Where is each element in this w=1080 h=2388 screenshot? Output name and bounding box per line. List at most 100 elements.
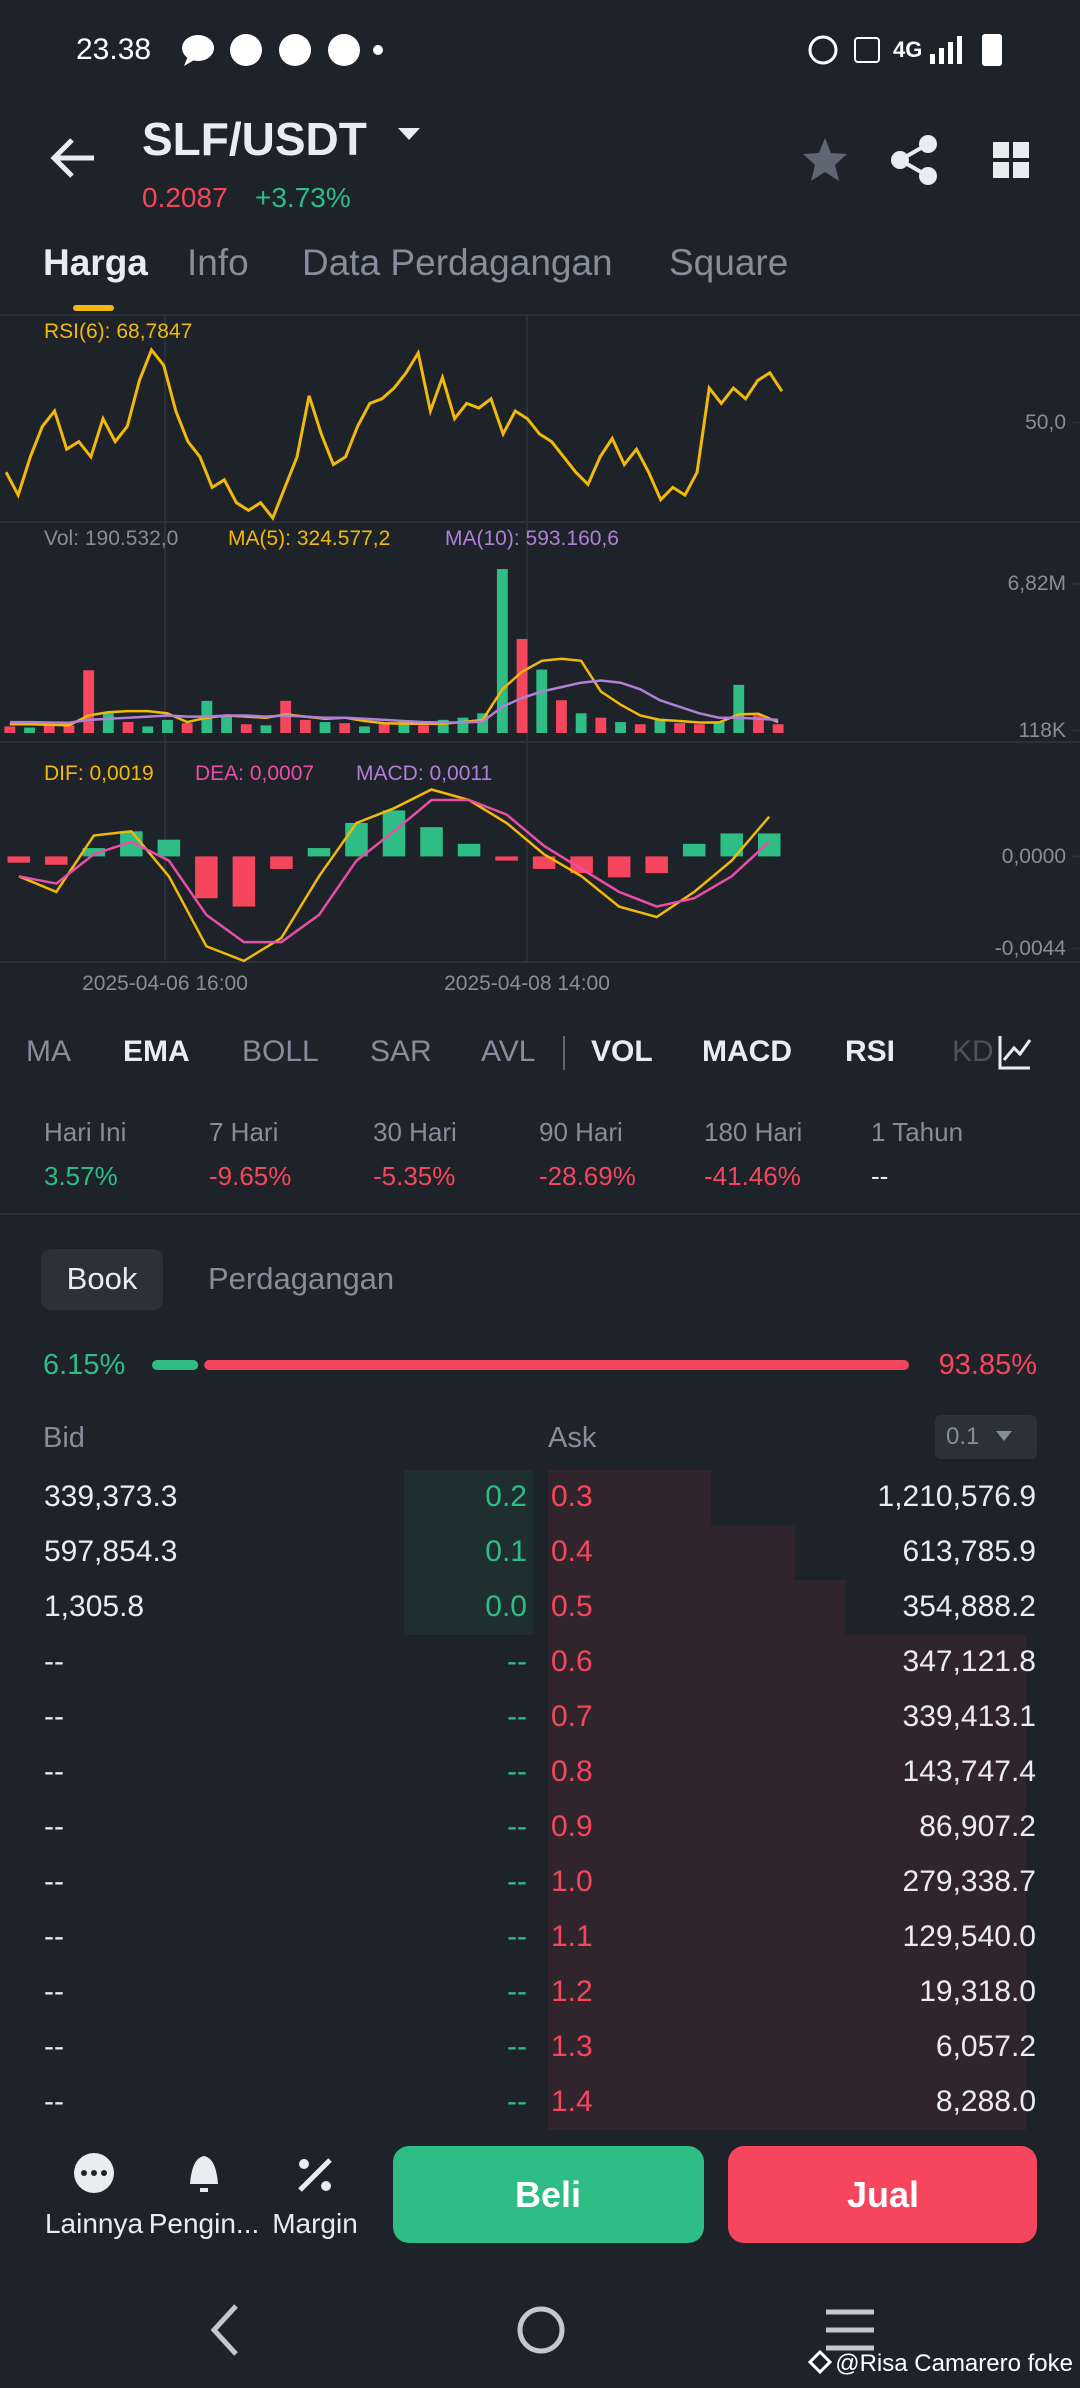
page-tab[interactable]: Square [669, 241, 789, 283]
ask-price: 0.5 [551, 1590, 593, 1623]
bar [570, 856, 593, 874]
bid-quantity: -- [44, 2085, 64, 2118]
pair-dropdown[interactable] [398, 128, 420, 140]
bar [260, 725, 272, 733]
volume-label: MA(5): 324.577,2 [228, 527, 391, 551]
ask-depth [548, 1690, 1026, 1745]
line [4, 346, 784, 521]
ma-line [9, 679, 779, 724]
bid-quantity: -- [44, 1920, 64, 1953]
y-tick-label: 6,82M [1007, 572, 1066, 596]
bar [280, 700, 292, 733]
bar [645, 856, 668, 874]
ask-quantity: 8,288.0 [935, 2085, 1036, 2118]
bar [63, 725, 75, 733]
bar [457, 843, 481, 857]
bar [733, 684, 745, 733]
sell-button[interactable] [728, 2146, 1037, 2243]
ma-line [9, 657, 779, 727]
indicator-tab[interactable]: SAR [370, 1035, 432, 1068]
bottom-icons[interactable] [74, 2153, 332, 2193]
page-tab[interactable]: Info [187, 241, 249, 283]
bar [495, 856, 518, 861]
indicator-tab[interactable]: AVL [481, 1035, 536, 1068]
bid-depth [404, 1470, 533, 1525]
action-label[interactable]: Margin [272, 2208, 358, 2240]
indicator-tab[interactable]: BOLL [242, 1035, 319, 1068]
indicator-tab[interactable]: VOL [591, 1035, 653, 1068]
indicator-tab[interactable]: RSI [845, 1035, 896, 1068]
book-tab[interactable]: Book [66, 1261, 138, 1297]
ask-header: Ask [548, 1421, 597, 1454]
x-axis-label: 2025-04-06 16:00 [82, 972, 248, 996]
indicator-settings-icon[interactable] [998, 1036, 1032, 1070]
ask-depth [548, 2020, 1026, 2075]
ask-price: 0.4 [551, 1535, 593, 1568]
pair-title[interactable]: SLF/USDT [142, 113, 367, 166]
bar [398, 722, 410, 733]
action-label[interactable]: Pengin... [148, 2208, 260, 2240]
bid-quantity: -- [44, 1645, 64, 1678]
ask-depth [548, 1470, 711, 1525]
x-axis-label: 2025-04-08 14:00 [444, 972, 610, 996]
page-tab[interactable]: Harga [43, 241, 148, 283]
book-tab-pill[interactable] [41, 1249, 163, 1310]
bid-price: -- [507, 2085, 527, 2118]
ask-quantity: 339,413.1 [902, 1700, 1036, 1733]
bar [477, 713, 489, 733]
bar [339, 723, 351, 733]
bid-quantity: -- [44, 1810, 64, 1843]
bid-depth [404, 1580, 533, 1635]
bar [682, 843, 706, 857]
bar [693, 724, 705, 733]
bid-header: Bid [43, 1421, 85, 1454]
ask-depth [548, 1525, 795, 1580]
ask-price: 0.6 [551, 1645, 593, 1678]
macd-line [18, 798, 771, 944]
share-icon[interactable] [891, 135, 937, 185]
period-value: -- [871, 1161, 889, 1192]
ask-depth [548, 1965, 1026, 2020]
bar [437, 719, 449, 733]
bar [162, 719, 173, 733]
favorite-icon[interactable] [803, 138, 847, 181]
status-icons [182, 34, 1002, 66]
bar [359, 726, 370, 733]
bar [270, 856, 293, 869]
bar [122, 722, 134, 733]
bar [232, 856, 256, 907]
bar [420, 827, 443, 857]
ask-price: 1.0 [551, 1865, 593, 1898]
bar [496, 569, 508, 733]
bar [615, 722, 626, 733]
ask-quantity: 19,318.0 [919, 1975, 1036, 2008]
period-value: -9.65% [209, 1161, 292, 1192]
bid-price: -- [507, 1810, 527, 1843]
macd-label: DIF: 0,0019 [44, 762, 154, 786]
bar [607, 856, 631, 878]
buy-label[interactable]: Beli [514, 2174, 582, 2216]
sell-label[interactable]: Jual [846, 2174, 920, 2216]
bar [45, 856, 68, 865]
buy-button[interactable] [393, 2146, 704, 2243]
watermark-logo [807, 2349, 833, 2375]
tab-indicator [73, 305, 114, 311]
ask-price: 1.3 [551, 2030, 593, 2063]
last-price: 0.2087 [142, 182, 228, 214]
trades-tab[interactable]: Perdagangan [208, 1261, 395, 1297]
ask-depth [548, 1910, 1026, 1965]
y-tick-label: -0,0044 [994, 936, 1066, 960]
indicator-tab[interactable]: EMA [123, 1035, 190, 1068]
layout-icon[interactable] [993, 142, 1029, 178]
indicator-tab[interactable]: KD [952, 1035, 994, 1068]
page-tab[interactable]: Data Perdagangan [302, 241, 613, 283]
indicator-tab[interactable]: MA [26, 1035, 71, 1068]
back-button[interactable] [50, 138, 94, 178]
step-dropdown[interactable] [935, 1415, 1037, 1459]
bar [772, 724, 784, 733]
action-label[interactable]: Lainnya [44, 2208, 144, 2240]
period-label: 180 Hari [704, 1117, 803, 1148]
ask-price: 1.1 [551, 1920, 593, 1953]
indicator-tab[interactable]: MACD [702, 1035, 792, 1068]
nav-bar[interactable] [210, 2304, 874, 2356]
